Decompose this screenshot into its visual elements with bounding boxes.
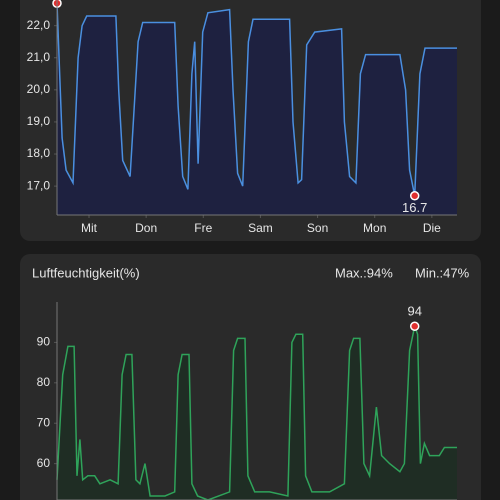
y-tick-label: 70 [37, 415, 51, 429]
y-tick-label: 20,0 [27, 82, 51, 96]
x-tick-label: Fre [194, 221, 212, 235]
x-tick-label: Mit [81, 221, 98, 235]
max-label: Max.:94% [335, 265, 393, 280]
y-tick-label: 17,0 [27, 178, 51, 192]
y-tick-label: 90 [37, 335, 51, 349]
x-tick-label: Sam [248, 221, 273, 235]
x-tick-label: Die [423, 221, 441, 235]
card-title: Luftfeuchtigkeit(%) [32, 265, 140, 280]
x-tick-label: Don [135, 221, 157, 235]
line [56, 3, 457, 196]
area [57, 326, 457, 500]
y-tick-label: 80 [37, 375, 51, 389]
y-tick-label: 22,0 [27, 18, 51, 32]
extreme-marker [409, 321, 420, 331]
x-tick-label: Mon [363, 221, 386, 235]
y-tick-label: 18,0 [27, 146, 51, 160]
y-tick-label: 21,0 [27, 50, 51, 64]
extreme-label: 16.7 [402, 200, 427, 215]
extreme-label: 94 [407, 304, 421, 319]
y-tick-label: 60 [37, 456, 51, 470]
extreme-marker [409, 190, 420, 201]
line [56, 323, 457, 500]
min-label: Min.:47% [415, 265, 470, 280]
y-tick-label: 19,0 [27, 114, 51, 128]
x-tick-label: Son [307, 221, 328, 235]
